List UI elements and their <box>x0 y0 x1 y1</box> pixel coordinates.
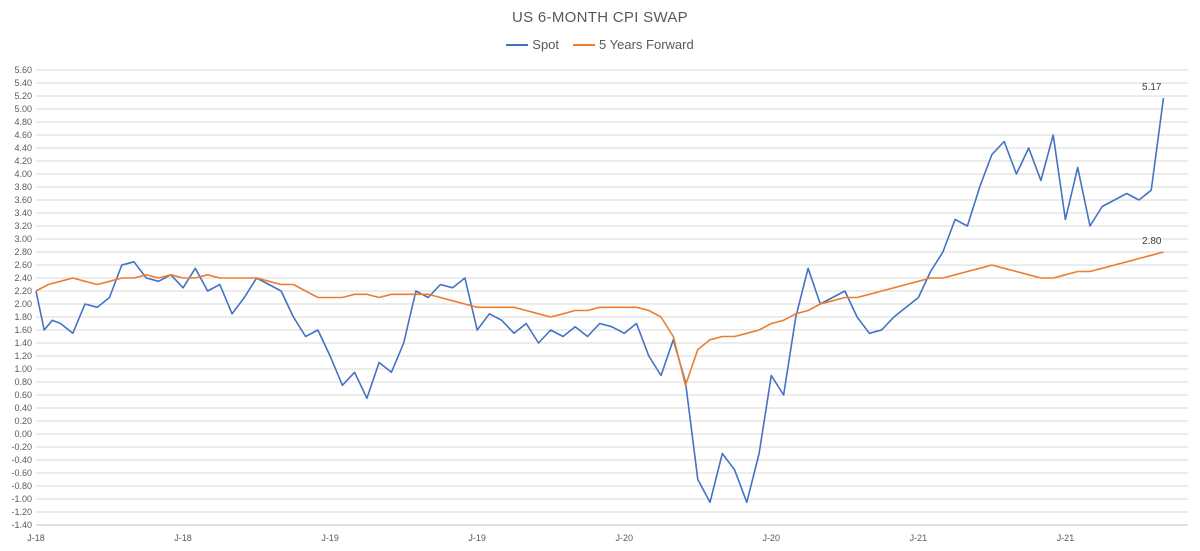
x-tick-label: J-19 <box>468 533 486 543</box>
y-tick-label: 2.40 <box>14 273 32 283</box>
x-tick-label: J-20 <box>615 533 633 543</box>
y-tick-label: 2.80 <box>14 247 32 257</box>
y-tick-label: 5.00 <box>14 104 32 114</box>
y-tick-label: 1.80 <box>14 312 32 322</box>
y-tick-label: -1.00 <box>11 494 32 504</box>
y-tick-label: 3.00 <box>14 234 32 244</box>
x-tick-label: J-19 <box>321 533 339 543</box>
y-tick-label: 0.60 <box>14 390 32 400</box>
y-tick-label: 5.60 <box>14 65 32 75</box>
y-tick-label: -1.20 <box>11 507 32 517</box>
series-line-spot <box>35 97 1165 504</box>
chart-title: US 6-MONTH CPI SWAP <box>512 9 688 26</box>
y-tick-label: -1.40 <box>11 520 32 530</box>
legend-item-5y-forward: 5 Years Forward <box>573 37 694 52</box>
x-tick-label: J-18 <box>174 533 192 543</box>
y-tick-label: 1.40 <box>14 338 32 348</box>
x-tick-label: J-21 <box>910 533 928 543</box>
y-tick-label: 3.20 <box>14 221 32 231</box>
legend-label-spot: Spot <box>532 37 560 52</box>
y-tick-label: 3.80 <box>14 182 32 192</box>
y-tick-label: 2.60 <box>14 260 32 270</box>
y-tick-label: 1.60 <box>14 325 32 335</box>
legend-swatch-spot <box>506 43 529 46</box>
series-line-5y-forward <box>35 251 1164 387</box>
y-tick-label: 4.80 <box>14 117 32 127</box>
legend-label-5y-forward: 5 Years Forward <box>599 37 694 52</box>
y-tick-label: 0.80 <box>14 377 32 387</box>
y-tick-label: 2.20 <box>14 286 32 296</box>
y-tick-label: 4.20 <box>14 156 32 166</box>
y-tick-label: 3.40 <box>14 208 32 218</box>
y-tick-label: 3.60 <box>14 195 32 205</box>
y-tick-label: 0.20 <box>14 416 32 426</box>
y-tick-label: 5.20 <box>14 91 32 101</box>
y-tick-label: 1.00 <box>14 364 32 374</box>
y-tick-label: 4.00 <box>14 169 32 179</box>
x-tick-label: J-18 <box>27 533 45 543</box>
legend-swatch-5y-forward <box>573 43 596 46</box>
y-tick-label: -0.40 <box>11 455 32 465</box>
x-tick-label: J-20 <box>763 533 781 543</box>
y-tick-label: 4.40 <box>14 143 32 153</box>
y-tick-label: -0.20 <box>11 442 32 452</box>
y-tick-label: 4.60 <box>14 130 32 140</box>
y-tick-label: 2.00 <box>14 299 32 309</box>
legend: Spot 5 Years Forward <box>0 37 1200 52</box>
x-tick-label: J-21 <box>1057 533 1075 543</box>
y-tick-label: 0.00 <box>14 429 32 439</box>
legend-item-spot: Spot <box>506 37 559 52</box>
y-tick-label: 0.40 <box>14 403 32 413</box>
end-value-label-spot: 5.17 <box>1142 82 1162 93</box>
y-tick-label: -0.80 <box>11 481 32 491</box>
end-value-label-5y-forward: 2.80 <box>1142 236 1162 247</box>
y-tick-label: -0.60 <box>11 468 32 478</box>
y-tick-label: 5.40 <box>14 78 32 88</box>
y-tick-label: 1.20 <box>14 351 32 361</box>
